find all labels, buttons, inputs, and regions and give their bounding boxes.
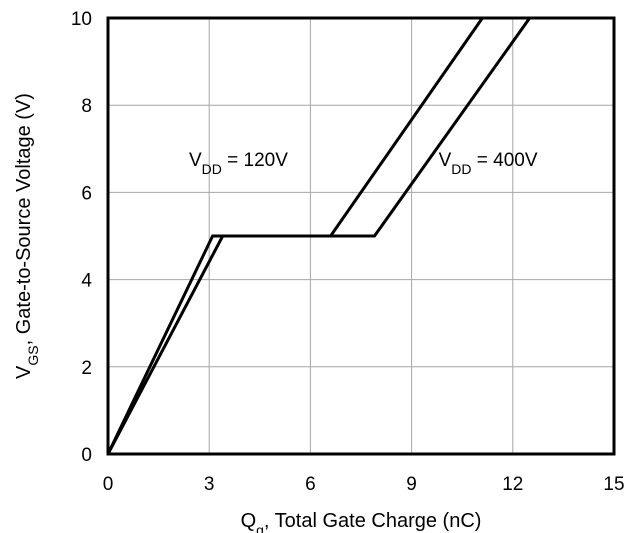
y-tick-label: 2	[81, 358, 92, 379]
y-tick-label: 0	[81, 445, 92, 466]
x-tick-label: 6	[305, 474, 316, 495]
y-tick-label: 8	[81, 96, 92, 117]
series-label-1: VDD = 120V	[189, 150, 288, 177]
y-axis-label: VGS, Gate-to-Source Voltage (V)	[13, 93, 41, 379]
x-tick-label: 12	[502, 474, 523, 495]
series-line-2	[106, 17, 531, 455]
y-tick-labels: 0 2 4 6 8 10	[71, 9, 93, 466]
x-tick-label: 9	[406, 474, 417, 495]
x-tick-labels: 0 3 6 9 12 15	[103, 474, 625, 495]
x-tick-label: 3	[204, 474, 215, 495]
x-tick-label: 15	[603, 474, 624, 495]
y-tick-label: 4	[81, 271, 92, 292]
y-tick-label: 10	[71, 9, 92, 30]
plot-frame	[106, 16, 616, 456]
y-tick-label: 6	[81, 183, 92, 204]
annotations: VDD = 120V VDD = 400V	[189, 150, 538, 177]
x-axis-label: Qg, Total Gate Charge (nC)	[241, 510, 482, 533]
series-group	[106, 17, 531, 455]
series-label-2: VDD = 400V	[439, 150, 538, 177]
x-tick-label: 0	[103, 474, 114, 495]
